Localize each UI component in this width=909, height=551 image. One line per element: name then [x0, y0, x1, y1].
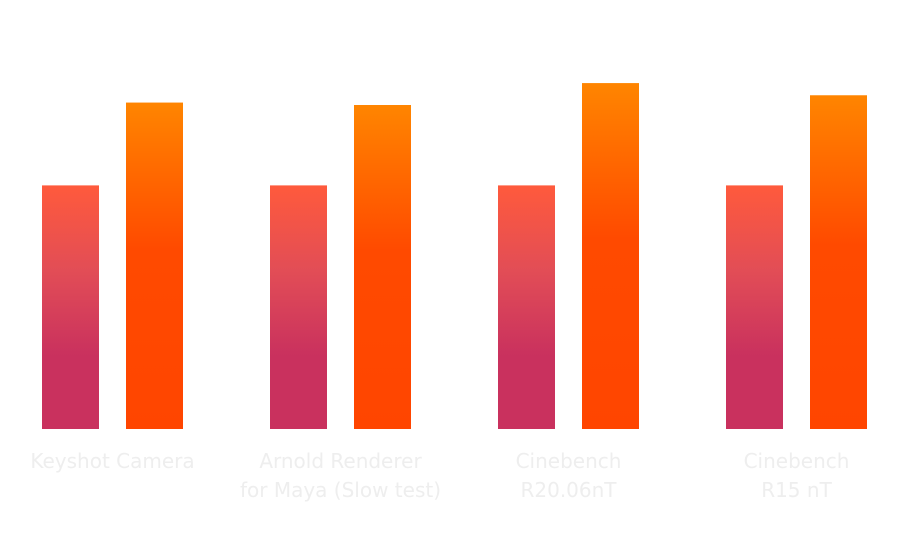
bar-series-1-category-1: [42, 185, 99, 429]
bar-series-1-category-3: [498, 185, 555, 429]
bar-series-2-category-1: [126, 102, 183, 430]
category-label-1-line-1: Keyshot Camera: [30, 449, 194, 473]
category-label-2-line-1: Arnold Renderer: [259, 449, 422, 473]
category-label-2-line-2: for Maya (Slow test): [240, 478, 441, 502]
bars: [42, 83, 867, 430]
bar-series-2-category-2: [354, 105, 411, 430]
category-labels: Keyshot Camera Arnold Renderer for Maya (S…: [30, 449, 849, 502]
category-label-3-line-1: Cinebench: [516, 449, 622, 473]
category-label-3-line-2: R20.06nT: [520, 478, 617, 502]
bar-series-1-category-2: [270, 185, 327, 429]
bar-series-1-category-4: [726, 185, 783, 429]
category-label-4-line-1: Cinebench: [744, 449, 850, 473]
category-label-4-line-2: R15 nT: [761, 478, 832, 502]
bar-series-2-category-3: [582, 83, 639, 430]
bar-series-2-category-4: [810, 95, 867, 429]
